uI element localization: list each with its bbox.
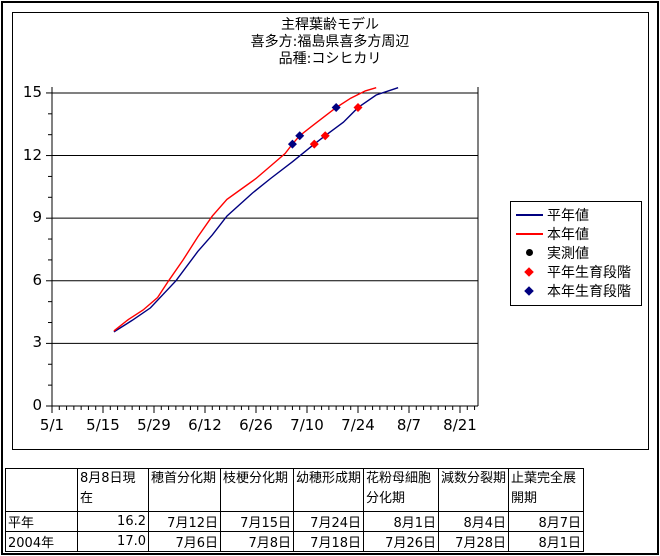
table-cell: 8月4日 (438, 511, 509, 532)
line-marker-icon (515, 213, 543, 216)
table-header-cell: 穂首分化期 (148, 468, 221, 512)
x-axis-tick-label: 7/24 (341, 416, 375, 434)
table-header-cell: 幼穂形成期 (293, 468, 364, 512)
legend-label: 平年値 (547, 207, 589, 224)
y-axis-tick-label: 3 (32, 333, 42, 352)
growth-stage-table: 8月8日現在 穂首分化期 枝梗分化期 幼穂形成期 花粉母細胞分化期 減数分裂期 … (5, 468, 584, 552)
table-header-cell: 8月8日現在 (77, 468, 149, 512)
table-cell: 16.2 (77, 511, 149, 532)
chart-title: 主稈葉齢モデル (281, 17, 379, 33)
legend-item-normal-year-line: 平年値 (511, 205, 641, 224)
y-axis-tick-label: 6 (32, 270, 42, 289)
x-axis-tick-label: 5/15 (86, 416, 120, 434)
row-label: 平年 (5, 511, 78, 532)
table-cell: 7月18日 (293, 531, 364, 552)
legend-item-normal-growth-stage: 平年生育段階 (511, 262, 641, 281)
table-header-cell (5, 468, 78, 512)
table-cell: 7月12日 (148, 511, 221, 532)
table-cell: 17.0 (77, 531, 149, 552)
table-cell: 7月26日 (363, 531, 439, 552)
x-axis-tick-label: 8/7 (396, 416, 422, 434)
y-axis-tick-label: 0 (32, 396, 42, 414)
table-header-row: 8月8日現在 穂首分化期 枝梗分化期 幼穂形成期 花粉母細胞分化期 減数分裂期 … (5, 468, 584, 512)
table-cell: 7月15日 (220, 511, 294, 532)
table-header-cell: 花粉母細胞分化期 (363, 468, 439, 512)
table-cell: 7月28日 (438, 531, 509, 552)
table-cell: 8月1日 (363, 511, 439, 532)
y-axis-tick-label: 15 (22, 82, 42, 101)
table-header-cell: 止葉完全展開期 (508, 468, 584, 512)
x-axis-tick-label: 7/10 (290, 416, 324, 434)
diamond-marker-icon (524, 285, 534, 296)
chart-subtitle-variety: 品種:コシヒカリ (278, 51, 382, 67)
table-row-normal-year: 平年 16.2 7月12日 7月15日 7月24日 8月1日 8月4日 8月7日 (5, 511, 584, 532)
y-axis-tick-label: 9 (32, 208, 42, 227)
x-axis-tick-label: 6/12 (188, 416, 222, 434)
table-header-cell: 減数分裂期 (438, 468, 509, 512)
dot-marker-icon (525, 249, 533, 256)
chart-legend: 平年値 本年値 実測値 平年生育段階 本年生育段階 (510, 201, 642, 306)
legend-label: 平年生育段階 (547, 264, 631, 281)
x-axis-tick-label: 5/1 (39, 416, 65, 434)
table-cell: 7月6日 (148, 531, 221, 552)
table-cell: 7月8日 (220, 531, 294, 552)
legend-item-this-year-line: 本年値 (511, 224, 641, 243)
table-cell: 8月1日 (508, 531, 584, 552)
table-header-cell: 枝梗分化期 (220, 468, 294, 512)
table-cell: 8月7日 (508, 511, 584, 532)
x-axis-tick-label: 6/26 (239, 416, 273, 434)
table-cell: 7月24日 (293, 511, 364, 532)
row-label: 2004年 (5, 531, 78, 552)
line-marker-icon (515, 232, 543, 235)
x-axis-tick-label: 5/29 (137, 416, 171, 434)
legend-label: 本年生育段階 (547, 283, 631, 300)
table-row-2004: 2004年 17.0 7月6日 7月8日 7月18日 7月26日 7月28日 8… (5, 531, 584, 552)
legend-item-this-year-growth-stage: 本年生育段階 (511, 281, 641, 300)
y-axis-tick-label: 12 (22, 145, 42, 164)
diamond-marker-icon (524, 266, 534, 277)
chart-title-block: 主稈葉齢モデル 喜多方:福島県喜多方周辺 品種:コシヒカリ (12, 17, 648, 68)
legend-item-observed-value: 実測値 (511, 243, 641, 262)
x-axis-tick-label: 8/21 (443, 416, 477, 434)
chart-subtitle-location: 喜多方:福島県喜多方周辺 (250, 34, 410, 50)
legend-label: 実測値 (547, 245, 589, 262)
legend-label: 本年値 (547, 226, 589, 243)
